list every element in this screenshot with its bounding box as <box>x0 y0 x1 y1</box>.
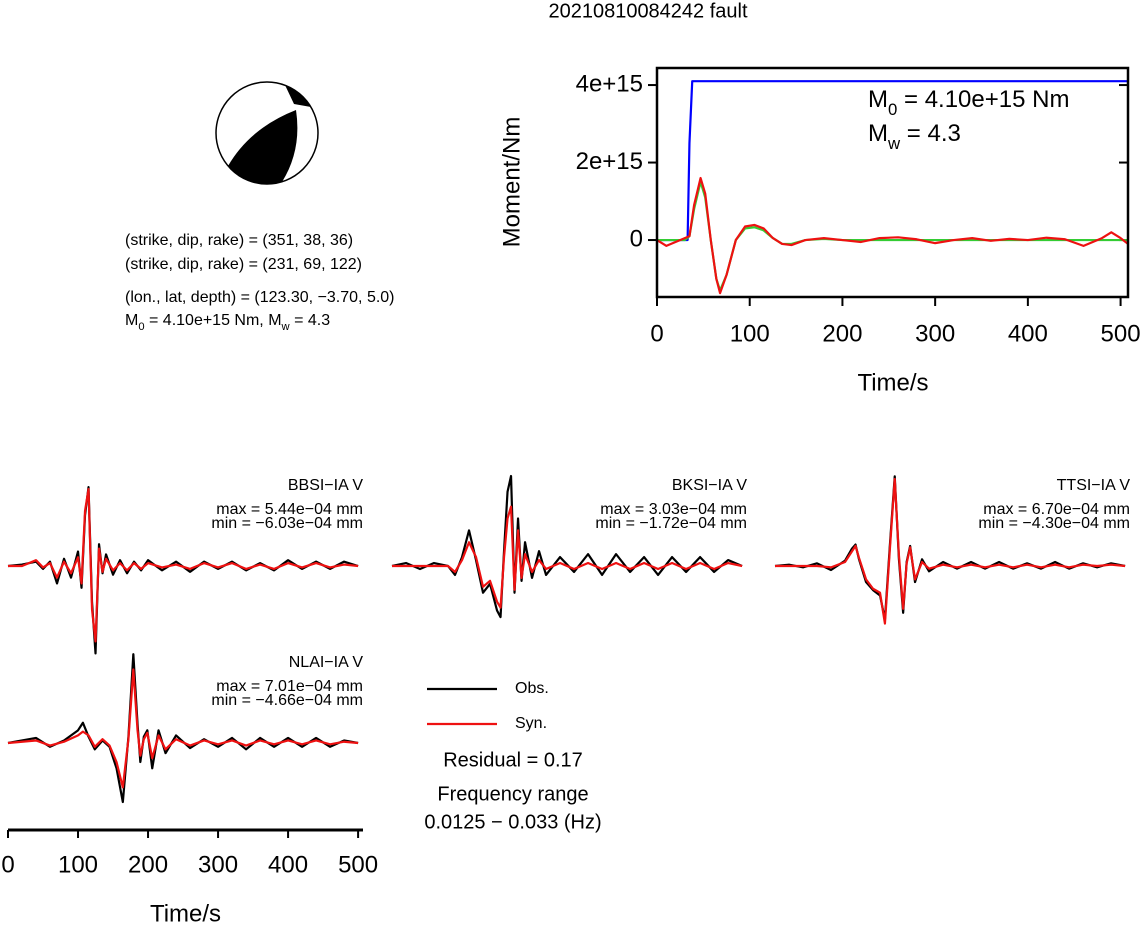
annotation: Mw = 4.3 <box>868 120 961 153</box>
station-label: TTSI−IA V <box>1057 477 1131 494</box>
x-tick-label: 400 <box>1008 320 1048 347</box>
y-tick-label: 2e+15 <box>576 148 643 175</box>
station-label: BKSI−IA V <box>672 477 747 494</box>
subscript: w <box>887 134 901 153</box>
subscript: w <box>281 321 291 333</box>
text-part: M <box>868 86 888 113</box>
beach-ball <box>215 81 319 185</box>
series-line <box>7 653 359 804</box>
mechanism-text: (lon., lat, depth) = (123.30, −3.70, 5.0… <box>125 289 395 306</box>
subscript: 0 <box>138 321 144 333</box>
y-tick-label: 4e+15 <box>576 70 643 97</box>
min-label: min = −4.30e−04 mm <box>978 515 1130 532</box>
x-tick-label: 0 <box>650 320 663 347</box>
min-label: min = −1.72e−04 mm <box>595 515 747 532</box>
text-part: M <box>868 120 888 147</box>
compressional-quadrant <box>285 85 311 107</box>
x-axis-label: Time/s <box>857 369 928 396</box>
legend-label: Syn. <box>515 715 547 732</box>
x-tick-label: 200 <box>822 320 862 347</box>
mechanism-text: M0 = 4.10e+15 Nm, Mw = 4.3 <box>125 312 330 333</box>
max-label: max = 5.44e−04 mm <box>216 501 363 518</box>
x-tick-label: 500 <box>338 851 378 878</box>
max-label: max = 6.70e−04 mm <box>983 501 1130 518</box>
x-tick-label: 100 <box>730 320 770 347</box>
x-tick-label: 300 <box>915 320 955 347</box>
series-line <box>775 477 1126 625</box>
mechanism-text: (strike, dip, rake) = (231, 69, 122) <box>125 256 362 273</box>
residual-text: Residual = 0.17 <box>443 749 583 771</box>
frequency-range: 0.0125 − 0.033 (Hz) <box>424 811 601 833</box>
compressional-quadrant <box>228 110 298 185</box>
text-part: = 4.3 <box>290 312 331 329</box>
figure-title: 20210810084242 fault <box>548 0 748 22</box>
subscript: 0 <box>888 100 897 119</box>
x-tick-label: 200 <box>128 851 168 878</box>
series-line <box>774 475 1126 621</box>
series-line <box>7 668 359 789</box>
plot-frame <box>655 66 1130 299</box>
mechanism-text: (strike, dip, rake) = (351, 38, 36) <box>125 232 353 249</box>
series-line <box>656 176 1129 295</box>
y-axis-label: Moment/Nm <box>498 117 525 248</box>
frequency-label: Frequency range <box>437 783 588 805</box>
station-label: BBSI−IA V <box>288 477 363 494</box>
x-tick-label: 300 <box>198 851 238 878</box>
text-part: M <box>125 312 138 329</box>
series-line <box>8 488 359 643</box>
station-label: NLAI−IA V <box>289 654 364 671</box>
min-label: min = −4.66e−04 mm <box>211 692 363 709</box>
text-part: = 4.10e+15 Nm <box>897 86 1069 113</box>
x-axis-label: Time/s <box>150 900 221 927</box>
series-line <box>392 505 743 609</box>
min-label: min = −6.03e−04 mm <box>211 515 363 532</box>
text-part: M <box>268 312 281 329</box>
x-tick-label: 100 <box>58 851 98 878</box>
max-label: max = 7.01e−04 mm <box>216 678 363 695</box>
annotation: M0 = 4.10e+15 Nm <box>868 86 1069 119</box>
y-tick-label: 0 <box>630 225 643 252</box>
max-label: max = 3.03e−04 mm <box>600 501 747 518</box>
x-tick-label: 400 <box>268 851 308 878</box>
text-part: = 4.3 <box>900 120 961 147</box>
x-tick-label: 500 <box>1101 320 1141 347</box>
text-part: = 4.10e+15 Nm, <box>145 312 269 329</box>
series-line <box>391 474 743 619</box>
legend-label: Obs. <box>515 680 549 697</box>
x-tick-label: 0 <box>1 851 14 878</box>
